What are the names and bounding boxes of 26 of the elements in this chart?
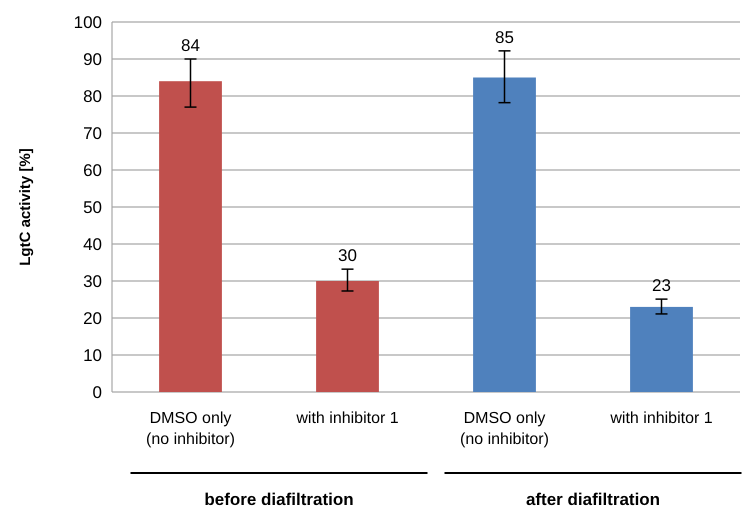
y-tick-label: 0 xyxy=(92,382,102,402)
bar xyxy=(159,81,222,392)
x-tick-label: with inhibitor 1 xyxy=(609,410,713,427)
y-axis-title: LgtC activity [%] xyxy=(17,148,34,266)
text: before diafiltration xyxy=(204,490,354,509)
data-label: 84 xyxy=(181,36,200,55)
bar xyxy=(473,78,536,392)
text: after diafiltration xyxy=(526,490,660,509)
x-tick-label: DMSO only (no inhibitor) xyxy=(146,410,235,448)
y-tick-label: 100 xyxy=(74,12,102,32)
y-tick-label: 80 xyxy=(83,86,102,106)
bar xyxy=(630,306,693,392)
y-tick-label: 40 xyxy=(83,234,102,254)
y-tick-label: 50 xyxy=(83,198,102,217)
y-tick-label: 10 xyxy=(83,346,102,365)
x-tick-label: DMSO only (no inhibitor) xyxy=(460,410,549,448)
y-tick-label: 70 xyxy=(83,124,102,143)
x-tick-label: with inhibitor 1 xyxy=(295,410,399,427)
data-label: 85 xyxy=(495,28,514,47)
y-tick-label: 90 xyxy=(83,50,102,69)
y-tick-label: 60 xyxy=(83,160,102,180)
data-label: 30 xyxy=(338,246,357,266)
y-tick-label: 20 xyxy=(83,308,102,328)
bar xyxy=(316,281,379,392)
y-tick-label: 30 xyxy=(83,272,102,291)
data-label: 23 xyxy=(652,276,671,296)
